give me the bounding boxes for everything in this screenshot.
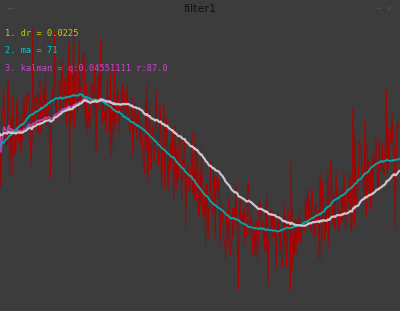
Text: filter1: filter1 <box>184 4 216 14</box>
Text: 2. ma = 71: 2. ma = 71 <box>5 47 57 55</box>
Text: 1. dr = 0.0225: 1. dr = 0.0225 <box>5 29 78 38</box>
Text: 3. kalman = q:0.04551111 r:87.0: 3. kalman = q:0.04551111 r:87.0 <box>5 64 168 73</box>
Text: −  ✕: − ✕ <box>376 6 392 12</box>
Text: ←: ← <box>8 4 15 13</box>
